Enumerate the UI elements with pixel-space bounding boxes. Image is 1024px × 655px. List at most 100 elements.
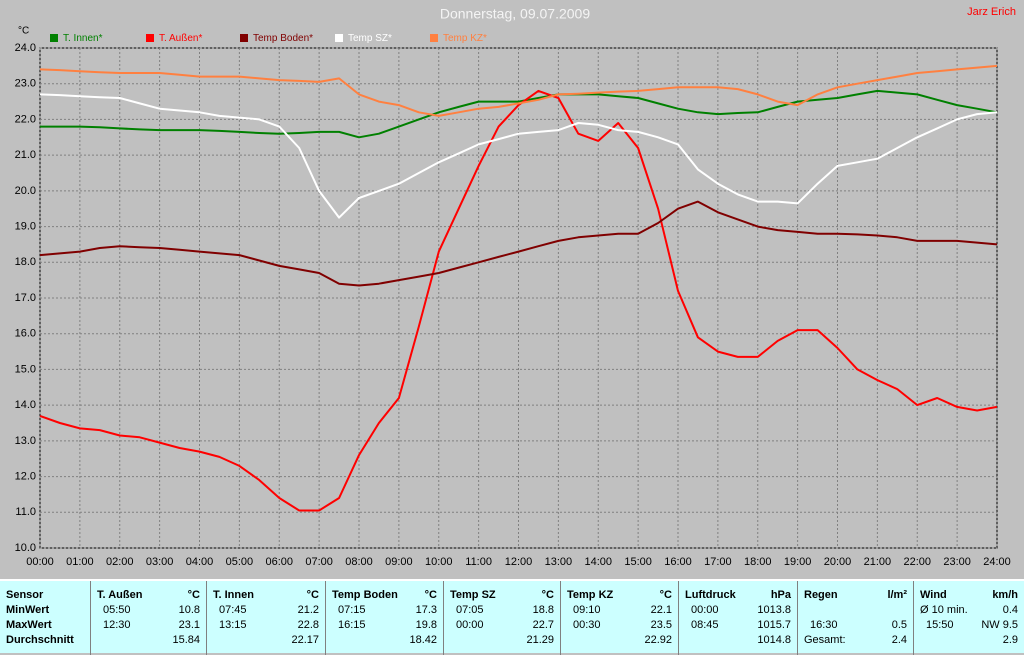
legend-swatch (430, 34, 438, 42)
legend-swatch (240, 34, 248, 42)
line-series (39, 64, 998, 117)
legend-label: Temp SZ* (348, 33, 392, 44)
row-value: 21.2 (297, 604, 319, 616)
column-header: Temp SZ (450, 589, 496, 601)
column-unit: hPa (770, 589, 791, 601)
row-value: 22.8 (297, 619, 319, 631)
column-header: T. Innen (213, 589, 254, 601)
y-axis-label: °C (18, 26, 29, 37)
row-value: 1015.7 (757, 619, 791, 631)
row-time: 05:50 (103, 604, 131, 616)
column-header: Wind (920, 589, 947, 601)
x-tick-label: 07:00 (305, 556, 333, 568)
row-value: 2.9 (1002, 634, 1018, 646)
x-tick-label: 01:00 (66, 556, 94, 568)
row-value: 0.5 (891, 619, 907, 631)
y-tick-label: 14.0 (15, 399, 36, 411)
line-series (39, 89, 998, 512)
chart-title: Donnerstag, 09.07.2009 (440, 6, 590, 22)
x-tick-label: 21:00 (864, 556, 892, 568)
legend-label: T. Außen* (159, 33, 202, 44)
x-tick-label: 08:00 (345, 556, 373, 568)
x-tick-label: 09:00 (385, 556, 413, 568)
row-value: 23.5 (650, 619, 672, 631)
y-tick-label: 19.0 (15, 220, 36, 232)
x-tick-label: 20:00 (824, 556, 852, 568)
x-tick-label: 17:00 (704, 556, 732, 568)
x-tick-label: 13:00 (545, 556, 573, 568)
y-tick-label: 12.0 (15, 470, 36, 482)
y-tick-label: 21.0 (15, 149, 36, 161)
row-value: 2.4 (891, 634, 907, 646)
row-label: Sensor (6, 589, 44, 601)
column-unit: °C (187, 589, 200, 601)
y-tick-label: 23.0 (15, 78, 36, 90)
legend-label: Temp KZ* (443, 33, 487, 44)
row-value: 21.29 (526, 634, 554, 646)
author: Jarz Erich (967, 6, 1016, 18)
row-time: Gesamt: (804, 634, 846, 646)
column-unit: l/m² (887, 589, 907, 601)
line-series (39, 93, 998, 219)
row-time: 00:00 (691, 604, 719, 616)
column-unit: °C (424, 589, 437, 601)
x-tick-label: 11:00 (465, 556, 492, 568)
x-tick-label: 05:00 (226, 556, 254, 568)
x-tick-label: 00:00 (26, 556, 54, 568)
row-value: 22.17 (291, 634, 319, 646)
row-value: 1014.8 (757, 634, 791, 646)
table-column: Temp Boden °C 07:15 17.3 16:15 19.8 18.42 (325, 581, 443, 655)
y-tick-label: 18.0 (15, 256, 36, 268)
row-value: 10.8 (178, 604, 200, 616)
row-time: 00:00 (456, 619, 484, 631)
legend-swatch (335, 34, 343, 42)
stats-table: Sensor MinWert MaxWert Durchschnitt T. Außen… (0, 579, 1024, 655)
row-value: 22.1 (650, 604, 672, 616)
row-time: 08:45 (691, 619, 719, 631)
row-time: 16:15 (338, 619, 366, 631)
row-label: MaxWert (6, 619, 52, 631)
row-value: 17.3 (415, 604, 437, 616)
table-column: Regen l/m² 16:30 0.5 Gesamt: 2.4 (797, 581, 913, 655)
legend-label: T. Innen* (63, 33, 103, 44)
y-tick-label: 16.0 (15, 328, 36, 340)
row-time: 16:30 (810, 619, 838, 631)
x-tick-label: 03:00 (146, 556, 174, 568)
row-value: 19.8 (415, 619, 437, 631)
row-value: NW 9.5 (981, 619, 1018, 631)
row-time: 12:30 (103, 619, 131, 631)
x-tick-label: 06:00 (265, 556, 293, 568)
column-unit: °C (306, 589, 319, 601)
row-label: MinWert (6, 604, 50, 616)
y-tick-label: 15.0 (15, 363, 36, 375)
x-tick-label: 23:00 (943, 556, 971, 568)
column-unit: km/h (992, 589, 1018, 601)
column-unit: °C (659, 589, 672, 601)
x-tick-label: 02:00 (106, 556, 134, 568)
x-tick-label: 10:00 (425, 556, 453, 568)
column-header: Temp KZ (567, 589, 614, 601)
column-header: T. Außen (97, 589, 143, 601)
table-column: Temp SZ °C 07:05 18.8 00:00 22.7 21.29 (443, 581, 560, 655)
legend-label: Temp Boden* (253, 33, 313, 44)
row-value: 22.92 (644, 634, 672, 646)
row-value: 23.1 (178, 619, 200, 631)
table-column: Wind km/h Ø 10 min. 0.4 15:50 NW 9.5 2.9 (913, 581, 1024, 655)
y-tick-label: 11.0 (15, 506, 36, 518)
chart: Donnerstag, 09.07.2009 Jarz Erich °C 10.… (15, 6, 1016, 568)
x-tick-label: 16:00 (664, 556, 692, 568)
table-column: T. Innen °C 07:45 21.2 13:15 22.8 22.17 (206, 581, 325, 655)
row-time: 15:50 (926, 619, 954, 631)
y-tick-label: 24.0 (15, 42, 36, 54)
row-value: 0.4 (1002, 604, 1018, 616)
row-value: 1013.8 (757, 604, 791, 616)
row-value: 15.84 (172, 634, 200, 646)
line-series (39, 200, 998, 287)
row-value: 22.7 (532, 619, 554, 631)
row-label: Durchschnitt (6, 634, 74, 646)
x-tick-label: 04:00 (186, 556, 214, 568)
row-time: 09:10 (573, 604, 601, 616)
y-tick-label: 17.0 (15, 292, 36, 304)
row-time: 07:05 (456, 604, 484, 616)
row-time: Ø 10 min. (920, 604, 968, 616)
